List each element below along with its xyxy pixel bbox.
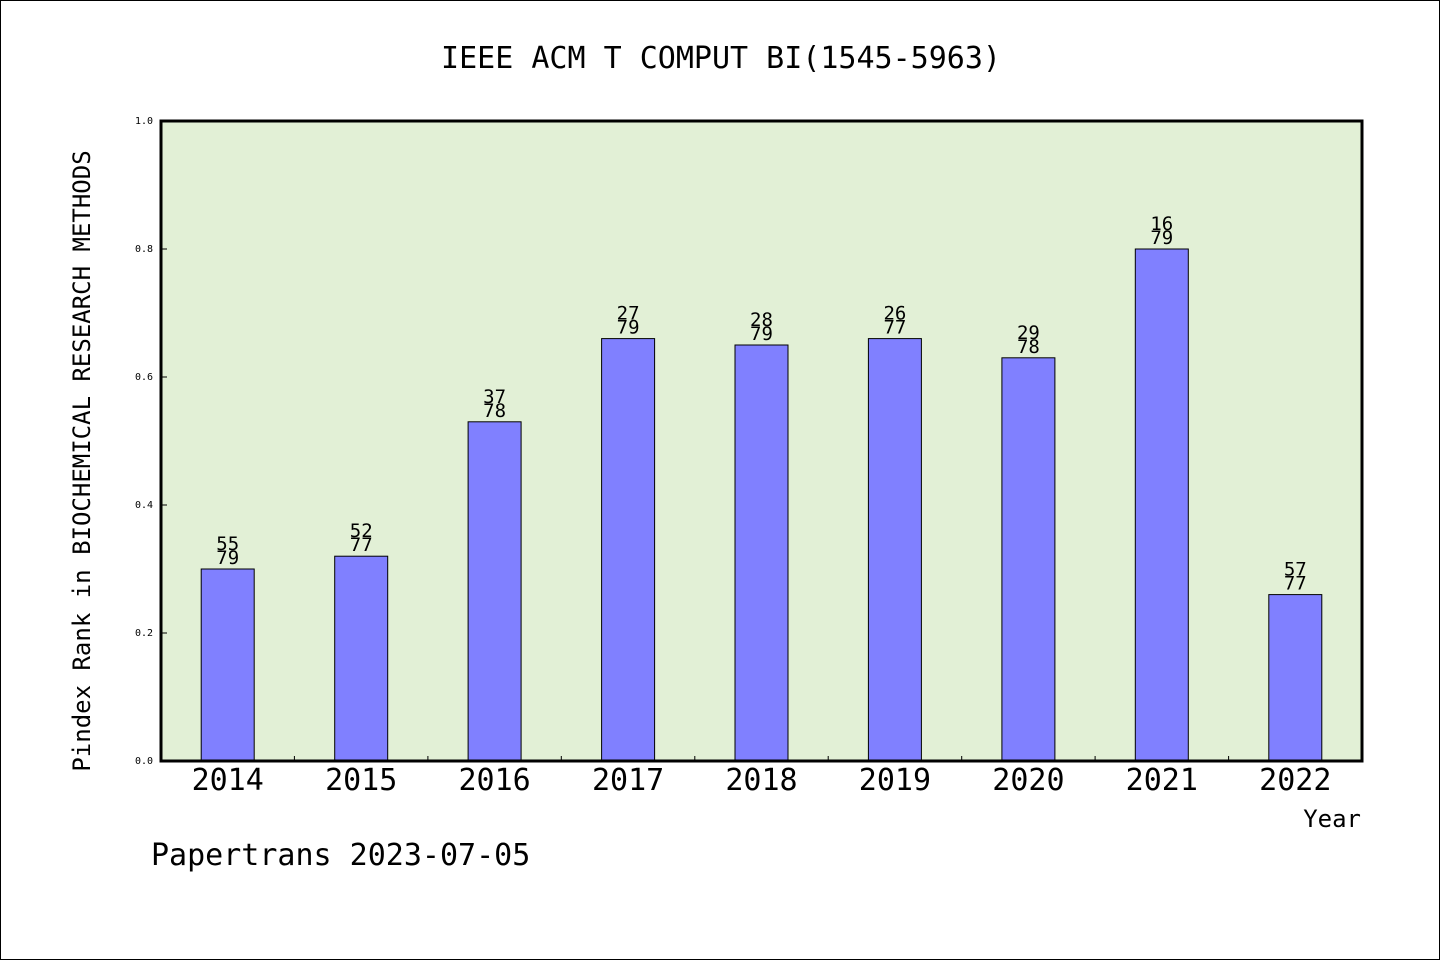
bars-group (200, 248, 1323, 762)
x-tick-label-2015: 2015 (325, 763, 397, 798)
x-axis-label: Year (1303, 805, 1361, 833)
x-tick-label-2016: 2016 (458, 763, 530, 798)
bar-2014 (200, 568, 255, 762)
footer-credit: Papertrans 2023-07-05 (151, 838, 530, 873)
bar-label-top-2017: 27 (617, 303, 640, 325)
x-tick-label-2022: 2022 (1259, 763, 1331, 798)
x-tick-label-2018: 2018 (725, 763, 797, 798)
bar-label-bottom-2016: 78 (483, 400, 506, 422)
bar-label-bottom-2021: 79 (1150, 227, 1173, 249)
bar-label-top-2022: 57 (1284, 559, 1307, 581)
bar-label-top-2016: 37 (483, 386, 506, 408)
x-tick-label-2019: 2019 (859, 763, 931, 798)
x-tick-label-2017: 2017 (592, 763, 664, 798)
bar-label-bottom-2022: 77 (1284, 573, 1307, 595)
bar-label-bottom-2019: 77 (883, 317, 906, 339)
bar-label-bottom-2020: 78 (1017, 336, 1040, 358)
bar-label-top-2014: 55 (216, 533, 239, 555)
x-tick-label-2020: 2020 (992, 763, 1064, 798)
y-tick-label-0.6: 0.6 (135, 372, 153, 383)
y-tick-label-0.8: 0.8 (135, 244, 153, 255)
x-axis: 2014 2015 2016 2017 2018 2019 2020 2021 2022 (192, 756, 1331, 798)
bar-label-bottom-2018: 79 (750, 323, 773, 345)
y-tick-label-0.2: 0.2 (135, 628, 153, 639)
bar-label-top-2015: 52 (350, 520, 373, 542)
plot-border (159, 119, 1364, 763)
x-tick-label-2014: 2014 (192, 763, 264, 798)
y-tick-label-1.0: 1.0 (135, 116, 153, 127)
bar-2017 (601, 338, 656, 762)
chart-title: IEEE ACM T COMPUT BI(1545-5963) (441, 41, 1001, 76)
bar-label-top-2019: 26 (883, 303, 906, 325)
y-axis-label: Pindex Rank in BIOCHEMICAL RESEARCH METH… (68, 150, 96, 771)
bar-2015 (334, 555, 389, 762)
bar-2016 (467, 421, 522, 762)
y-tick-label-0.4: 0.4 (135, 500, 153, 511)
bar-2018 (734, 344, 789, 762)
bar-2022 (1268, 594, 1323, 762)
bar-2019 (867, 338, 922, 762)
bar-2021 (1134, 248, 1189, 762)
bar-2020 (1001, 357, 1056, 762)
bar-label-top-2021: 16 (1150, 213, 1173, 235)
x-tick-label-2021: 2021 (1126, 763, 1198, 798)
bar-label-bottom-2014: 79 (216, 547, 239, 569)
y-tick-label-0.0: 0.0 (135, 756, 153, 767)
bar-label-bottom-2015: 77 (350, 534, 373, 556)
bar-label-top-2018: 28 (750, 309, 773, 331)
bar-label-top-2020: 29 (1017, 322, 1040, 344)
bar-label-bottom-2017: 79 (617, 317, 640, 339)
